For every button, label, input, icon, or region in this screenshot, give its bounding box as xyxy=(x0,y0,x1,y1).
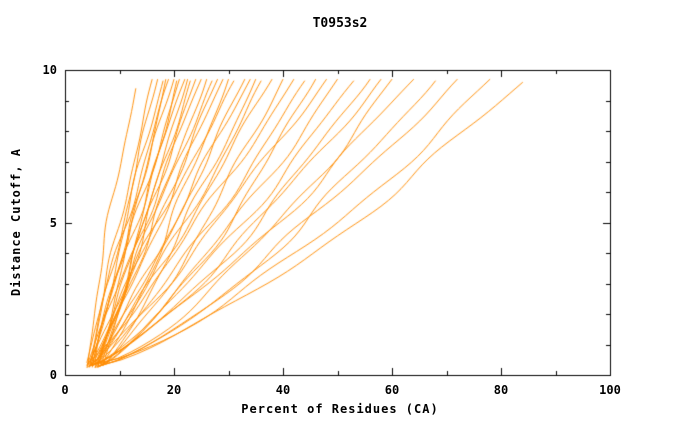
y-tick-label: 5 xyxy=(49,215,57,230)
x-tick-label: 40 xyxy=(275,383,291,397)
y-tick-label: 0 xyxy=(49,368,57,382)
x-axis-label: Percent of Residues (CA) xyxy=(241,402,439,416)
x-tick-label: 20 xyxy=(166,383,182,397)
x-tick-label: 100 xyxy=(599,383,621,397)
y-tick-label: 10 xyxy=(42,63,57,77)
y-axis-label: Distance Cutoff, A xyxy=(9,147,23,297)
chart-title: T0953s2 xyxy=(312,16,368,31)
x-tick-label: 60 xyxy=(384,383,400,397)
x-tick-label: 0 xyxy=(61,383,69,397)
x-tick-label: 80 xyxy=(493,383,509,397)
